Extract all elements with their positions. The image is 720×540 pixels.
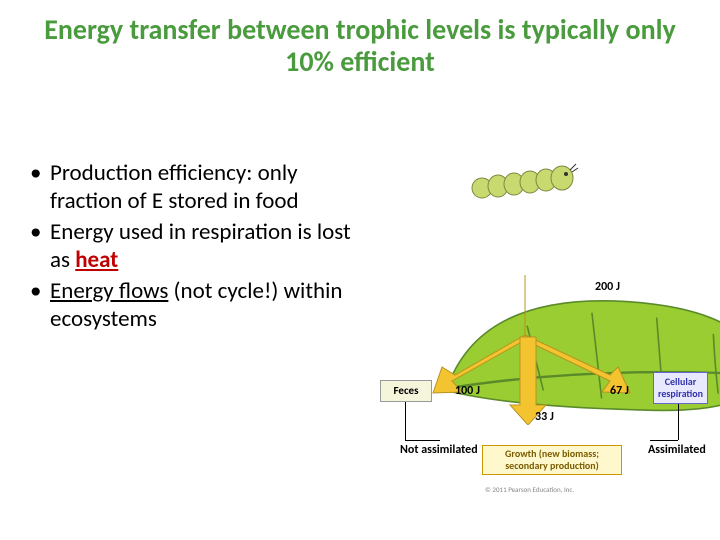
- line-feces-h: [405, 440, 440, 441]
- assimilated-label: Assimilated: [648, 443, 706, 457]
- page-title: Energy transfer between trophic levels i…: [0, 0, 720, 78]
- bullet-3: Energy flows (not cycle!) within ecosyst…: [30, 278, 365, 333]
- energy-flow-diagram: Plant material eaten by caterpillar 200 …: [370, 150, 710, 490]
- not-assimilated-label: Not assimilated: [400, 443, 478, 457]
- copyright-text: © 2011 Pearson Education, Inc.: [485, 485, 574, 494]
- value-33j: 33 J: [535, 410, 554, 424]
- line-feces: [405, 402, 406, 440]
- cellular-respiration-box: Cellularrespiration: [653, 372, 708, 404]
- bullet-1: Production efficiency: only fraction of …: [30, 160, 365, 215]
- value-67j: 67 J: [610, 384, 629, 398]
- line-cellresp: [678, 404, 679, 440]
- feces-box: Feces: [380, 380, 432, 402]
- bullet-2: Energy used in respiration is lost as he…: [30, 219, 365, 274]
- bullet-list: Production efficiency: only fraction of …: [30, 160, 365, 338]
- value-100j: 100 J: [455, 384, 480, 398]
- caterpillar-icon: [470, 160, 580, 205]
- heat-word: heat: [75, 246, 118, 274]
- energy-split-arrows: [430, 275, 660, 425]
- line-cellresp-h: [650, 440, 678, 441]
- plant-material-label: Plant material eaten by caterpillar: [563, 238, 673, 262]
- growth-box: Growth (new biomass;secondary production…: [482, 445, 622, 475]
